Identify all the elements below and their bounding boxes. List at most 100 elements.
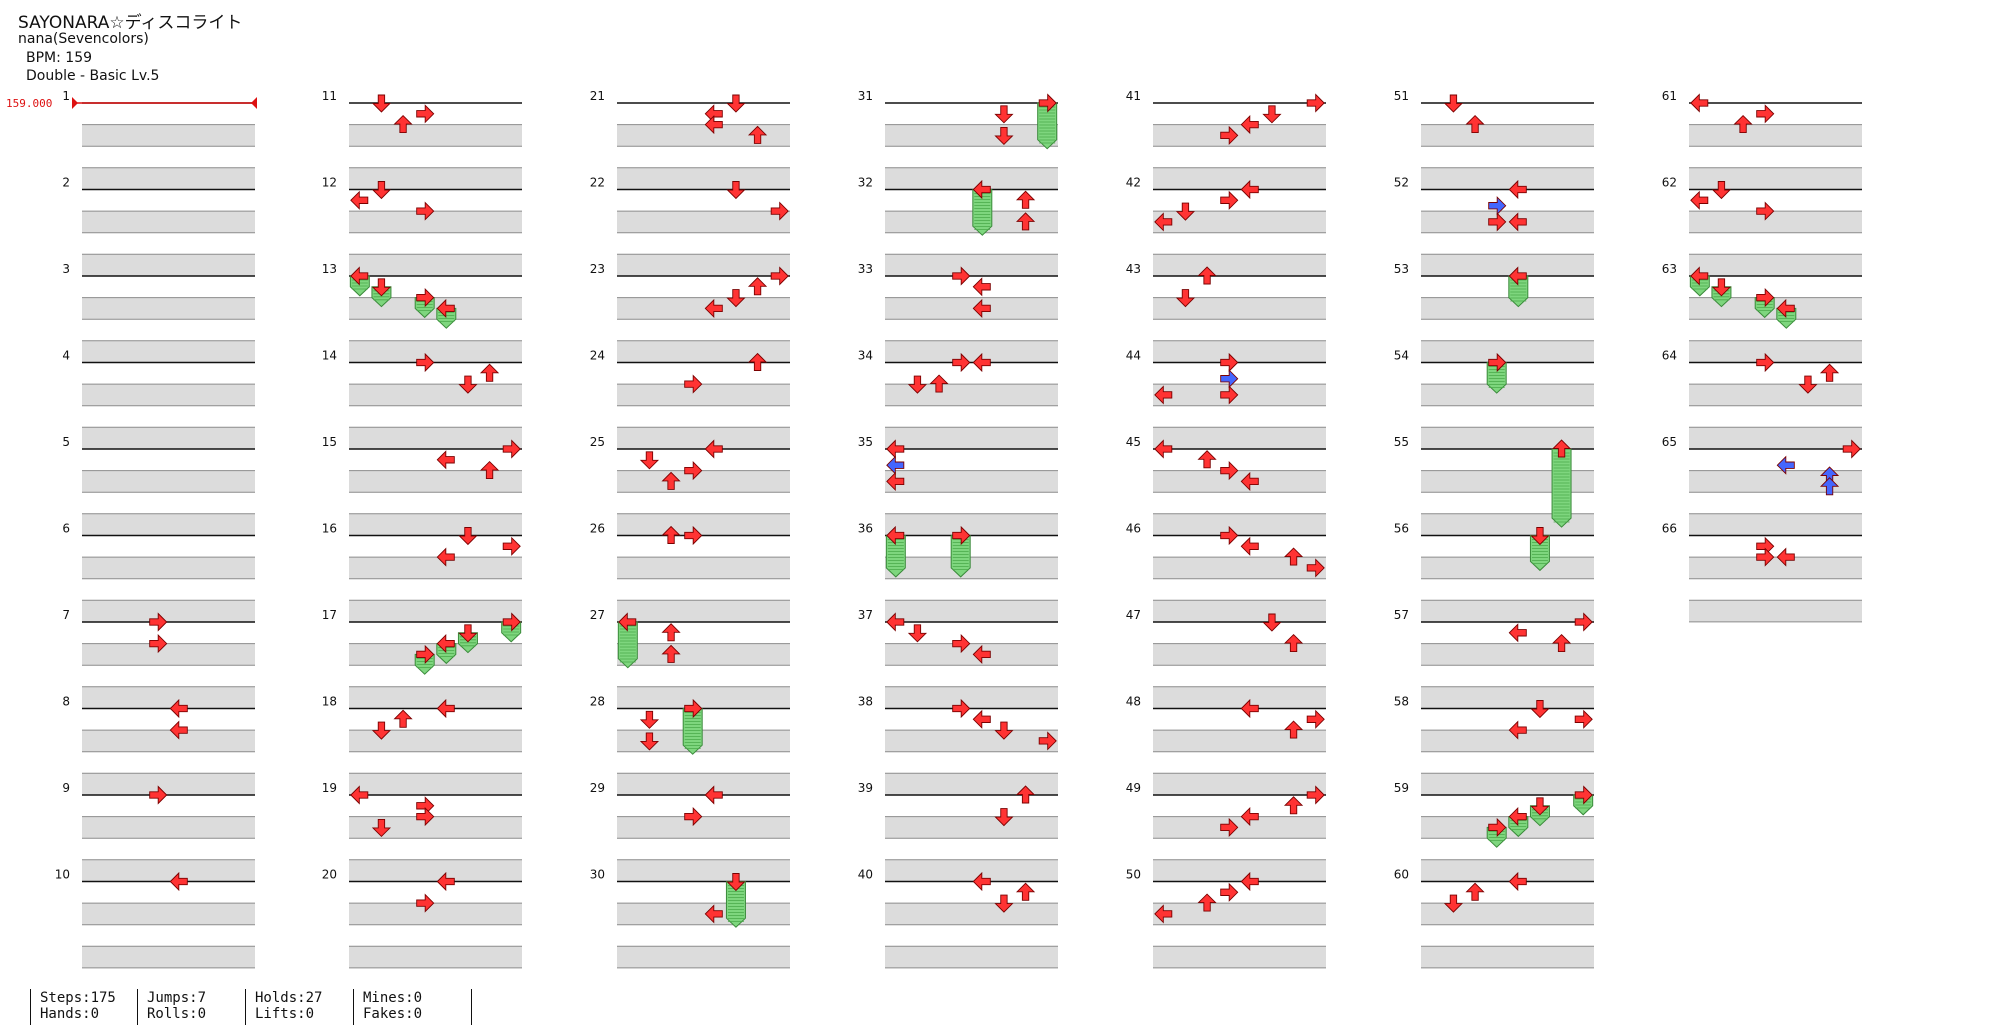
measure-stripe — [617, 340, 790, 363]
measure-stripe — [885, 384, 1058, 406]
measure-43: 43 — [1126, 262, 1326, 363]
arrow-up-icon — [1465, 114, 1485, 134]
measure-stripe — [1153, 254, 1326, 276]
measure-number: 63 — [1662, 262, 1677, 276]
arrow-down-icon — [371, 94, 392, 113]
measure-stripe — [1689, 211, 1862, 233]
arrow-left-icon — [436, 450, 455, 470]
measure-stripe — [1421, 470, 1594, 493]
measure-number: 10 — [55, 868, 70, 882]
measure-stripe — [1153, 297, 1326, 320]
note — [684, 461, 703, 481]
measure-63: 63 — [1662, 262, 1862, 363]
measure-17: 17 — [322, 608, 522, 709]
arrow-up-icon — [661, 525, 681, 544]
stat-rolls: Rolls:0 — [147, 1006, 207, 1022]
measure-34: 34 — [858, 349, 1058, 449]
stat-lifts: Lifts:0 — [255, 1006, 315, 1022]
note — [416, 796, 435, 816]
stat-mines: Mines:0 — [363, 990, 423, 1006]
arrow-left-icon — [1776, 455, 1795, 475]
note — [350, 785, 369, 805]
note — [1776, 547, 1795, 567]
note — [149, 634, 168, 654]
arrow-left-icon — [1508, 179, 1527, 200]
note — [169, 720, 188, 740]
note — [436, 298, 457, 329]
note — [1197, 450, 1217, 469]
measure-number: 48 — [1126, 695, 1141, 709]
measure-number: 61 — [1662, 89, 1677, 103]
arrow-left-icon — [1154, 439, 1173, 459]
arrow-right-icon — [1220, 352, 1239, 373]
note — [684, 525, 703, 546]
measure-56: 56 — [1394, 522, 1594, 622]
note — [886, 471, 905, 491]
note — [1175, 202, 1196, 221]
note — [1551, 633, 1572, 653]
measure-stripe — [617, 816, 790, 839]
note — [1756, 547, 1775, 567]
note — [1465, 882, 1485, 901]
measure-stripe — [885, 513, 1058, 536]
measure-57: 57 — [1394, 608, 1594, 709]
note — [1573, 785, 1594, 816]
measure-4: 4 — [62, 349, 255, 449]
measure-number: 47 — [1126, 608, 1141, 622]
arrow-right-icon — [502, 536, 521, 556]
hold-bar-icon — [1486, 362, 1507, 394]
arrow-left-icon — [1508, 871, 1527, 892]
stat-jumps: Jumps:7 — [147, 990, 207, 1006]
measure-number: 6 — [62, 522, 70, 536]
measure-stripe — [617, 254, 790, 276]
measure-stripe — [82, 211, 255, 233]
arrow-left-icon — [972, 644, 991, 664]
measure-number: 22 — [590, 176, 605, 190]
hold-body — [950, 535, 971, 578]
arrow-up-icon — [1197, 893, 1217, 912]
arrow-up-icon — [929, 374, 949, 393]
arrow-left-icon — [1240, 698, 1259, 719]
note — [416, 104, 435, 124]
note — [1711, 181, 1732, 200]
note — [1756, 201, 1775, 221]
note — [1508, 871, 1527, 892]
measure-number: 36 — [858, 522, 873, 536]
measure-stripe — [349, 643, 522, 666]
measure-stripe — [1153, 600, 1326, 622]
arrow-right-icon — [684, 698, 703, 719]
note — [972, 352, 991, 373]
note — [479, 363, 500, 382]
measure-stripe — [82, 427, 255, 449]
measure-25: 25 — [590, 435, 790, 536]
arrow-right-icon — [1756, 201, 1775, 221]
arrow-up-icon — [479, 363, 500, 382]
measure-41: 41 — [1126, 89, 1326, 190]
note — [1508, 807, 1529, 838]
note — [1220, 352, 1239, 373]
measure-stripe — [885, 859, 1058, 882]
note — [350, 190, 369, 210]
note — [501, 612, 522, 643]
measure-23: 23 — [590, 262, 790, 363]
measure-number: 2 — [62, 176, 70, 190]
note — [1220, 882, 1239, 902]
measure-number: 54 — [1394, 349, 1409, 363]
measure-stripe — [349, 167, 522, 190]
measure-61: 61 — [1662, 89, 1862, 190]
measure-stripe — [82, 340, 255, 363]
measure-stripe — [349, 124, 522, 147]
measure-stripe — [1153, 903, 1326, 925]
measure-stripe — [1421, 211, 1594, 233]
measure-12: 12 — [322, 176, 522, 276]
arrow-right-icon — [770, 201, 789, 221]
note — [661, 644, 681, 663]
note — [1306, 93, 1325, 113]
arrow-right-icon — [1306, 785, 1325, 805]
measure-number: 28 — [590, 695, 605, 709]
measure-5: 5 — [62, 435, 255, 536]
arrow-down-icon — [639, 710, 660, 729]
arrow-left-icon — [972, 709, 991, 729]
arrow-right-icon — [1488, 196, 1507, 216]
